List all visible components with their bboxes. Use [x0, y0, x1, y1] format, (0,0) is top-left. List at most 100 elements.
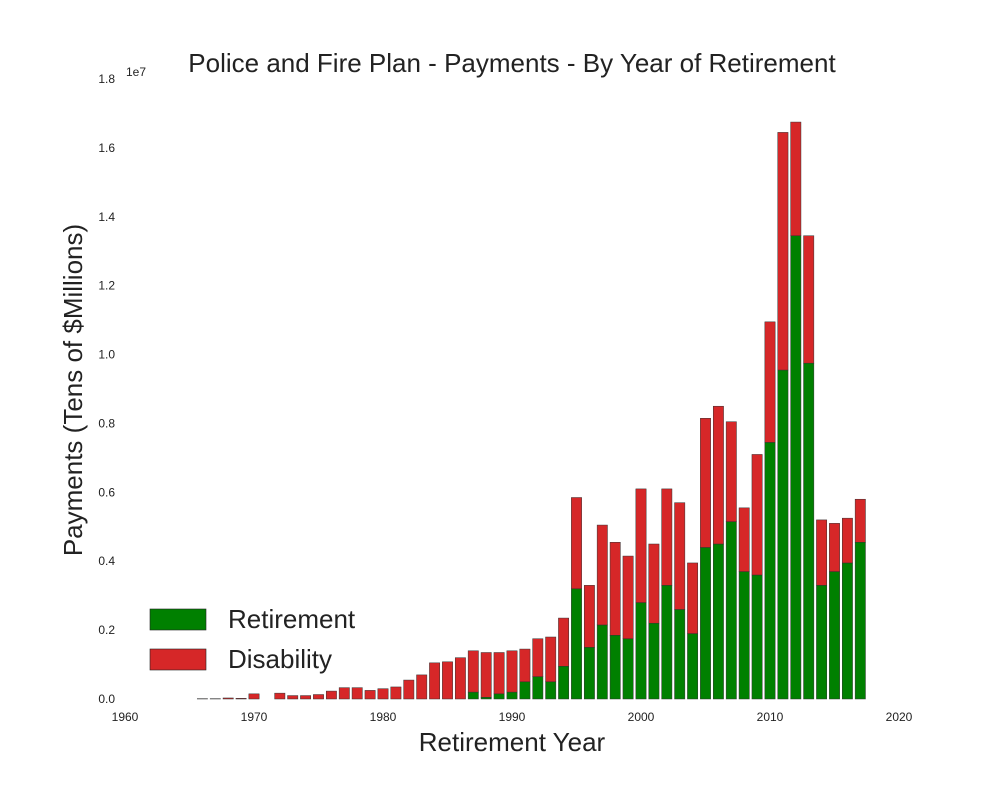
y-tick-label: 0.8	[98, 416, 115, 430]
bar-retirement-2014	[816, 585, 828, 700]
bar-retirement-2010	[764, 442, 776, 700]
y-axis-ticks: 0.0 0.2 0.4 0.6 0.8 1.0 1.2 1.4 1.6 1.8	[98, 72, 115, 706]
bar-disability-1986	[454, 657, 466, 700]
bar-disability-1998	[609, 542, 621, 636]
bar-retirement-2009	[751, 574, 763, 700]
bar-retirement-1995	[571, 588, 582, 700]
x-tick-label: 2020	[886, 710, 913, 724]
bar-disability-2007	[725, 421, 737, 522]
bar-disability-2009	[751, 454, 763, 576]
bar-disability-1968	[222, 697, 234, 700]
bar-retirement-1998	[609, 635, 621, 700]
bar-retirement-2017	[854, 542, 866, 700]
bar-disability-2001	[648, 543, 660, 624]
bar-disability-2005	[700, 418, 711, 548]
bar-disability-1994	[558, 617, 570, 667]
bar-disability-1975	[313, 694, 324, 700]
bar-disability-1980	[377, 688, 389, 700]
x-tick-label: 1960	[112, 710, 139, 724]
bar-disability-2014	[816, 519, 828, 586]
bar-retirement-1988	[480, 697, 492, 700]
bar-disability-1997	[596, 524, 608, 626]
bar-disability-2012	[790, 121, 802, 236]
legend-swatch-retirement	[149, 608, 207, 631]
bar-retirement-2007	[725, 521, 737, 700]
bar-retirement-2012	[790, 235, 802, 700]
bar-disability-1993	[545, 636, 557, 683]
bar-disability-2000	[635, 488, 647, 603]
legend-label-disability: Disability	[228, 644, 332, 674]
bar-disability-1977	[338, 687, 350, 700]
y-tick-label: 1.6	[98, 141, 115, 155]
legend-label-retirement: Retirement	[228, 604, 356, 634]
bar-retirement-1999	[622, 638, 634, 700]
bar-retirement-1990	[506, 691, 518, 700]
bar-disability-1988	[480, 652, 492, 698]
bar-retirement-1996	[583, 647, 595, 700]
bar-retirement-1991	[519, 681, 531, 700]
bar-retirement-2002	[661, 585, 673, 700]
bar-disability-1990	[506, 650, 518, 693]
bar-disability-2016	[841, 517, 853, 564]
chart-title: Police and Fire Plan - Payments - By Yea…	[188, 48, 836, 78]
bar-disability-2017	[854, 498, 866, 543]
bar-disability-1987	[467, 650, 479, 693]
y-tick-label: 1.4	[98, 210, 115, 224]
bar-retirement-1992	[532, 676, 544, 700]
x-tick-label: 1980	[370, 710, 397, 724]
bar-retirement-2005	[700, 547, 711, 700]
bar-disability-1992	[532, 638, 544, 677]
bar-retirement-1993	[545, 681, 557, 700]
x-tick-label: 1970	[241, 710, 268, 724]
bar-disability-1995	[571, 497, 582, 590]
bar-disability-2010	[764, 321, 776, 443]
y-offset-label: 1e7	[126, 65, 146, 79]
bar-disability-2004	[687, 562, 699, 634]
bar-disability-1973	[287, 695, 299, 700]
y-tick-label: 1.2	[98, 279, 115, 293]
bar-retirement-2015	[829, 571, 840, 700]
bar-retirement-1987	[467, 691, 479, 700]
y-tick-label: 0.0	[98, 692, 115, 706]
bar-disability-1989	[493, 652, 505, 695]
x-tick-label: 1990	[499, 710, 526, 724]
bar-disability-1999	[622, 555, 634, 639]
bar-disability-1978	[351, 687, 363, 700]
bar-disability-1969	[235, 698, 247, 700]
x-tick-label: 2000	[628, 710, 655, 724]
bar-retirement-2013	[803, 362, 815, 700]
bar-retirement-2008	[738, 571, 750, 700]
legend-swatch-disability	[149, 648, 207, 671]
y-tick-label: 1.0	[98, 348, 115, 362]
y-tick-label: 1.8	[98, 72, 115, 86]
bar-retirement-2016	[841, 562, 853, 700]
bar-disability-2006	[712, 405, 724, 545]
legend: Retirement Disability	[149, 604, 356, 674]
bar-disability-1974	[300, 695, 312, 700]
x-axis-ticks: 1960 1970 1980 1990 2000 2010 2020	[112, 710, 913, 724]
bar-disability-2002	[661, 488, 673, 586]
bar-disability-1996	[583, 585, 595, 648]
bar-disability-1976	[325, 690, 337, 700]
y-axis-label: Payments (Tens of $Millions)	[58, 224, 88, 556]
bar-disability-1982	[403, 679, 415, 700]
bar-retirement-1994	[558, 666, 570, 700]
bar-retirement-2001	[648, 622, 660, 700]
bar-disability-1981	[390, 686, 402, 700]
bar-retirement-2004	[687, 633, 699, 700]
bar-retirement-2000	[635, 602, 647, 700]
bar-disability-2003	[674, 502, 686, 610]
bar-disability-1984	[429, 662, 441, 700]
bar-disability-2013	[803, 235, 815, 364]
bar-disability-1985	[442, 661, 453, 700]
bar-disability-2011	[777, 132, 789, 371]
bar-retirement-2003	[674, 609, 686, 700]
bar-retirement-1989	[493, 693, 505, 700]
bar-retirement-2006	[712, 543, 724, 700]
y-tick-label: 0.4	[98, 554, 115, 568]
bar-disability-1983	[416, 674, 428, 700]
bar-disability-1991	[519, 648, 531, 683]
bar-retirement-2011	[777, 369, 789, 700]
bar-disability-2008	[738, 507, 750, 572]
